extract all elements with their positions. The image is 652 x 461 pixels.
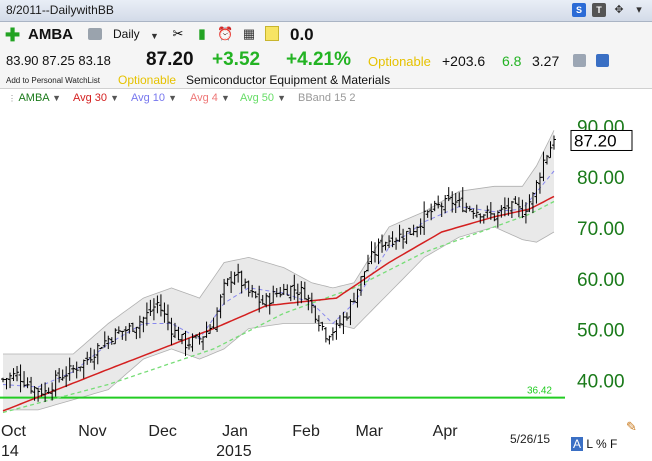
bband-upper-line: [3, 130, 555, 355]
last-price-tag: 87.20: [574, 131, 617, 150]
last-price: 87.20: [146, 49, 194, 70]
window-title-bar: 8/2011--DailywithBB S T ✥ ▾: [0, 0, 652, 22]
metric-2: 6.8: [502, 53, 522, 69]
x-year-label: 14: [1, 443, 19, 460]
x-tick-label: Feb: [292, 423, 320, 440]
legend-caret-icon: ▼: [110, 93, 120, 103]
bband-lower-line: [3, 226, 555, 411]
bottom-controls: A L % F: [571, 437, 617, 451]
legend-label: Avg 50: [240, 92, 275, 104]
y-tick-label: 70.00: [577, 219, 625, 240]
legend-avg4[interactable]: Avg 4 ▼: [190, 92, 230, 104]
symbol-field[interactable]: AMBA: [28, 26, 73, 43]
s-badge-icon[interactable]: S: [572, 3, 586, 17]
change-value: +3.52: [212, 49, 261, 70]
auto-scale-button[interactable]: A: [571, 437, 584, 451]
printer-icon[interactable]: [88, 28, 102, 40]
edit-pencil-icon[interactable]: ✎: [626, 419, 637, 434]
y-tick-label: 40.00: [577, 371, 625, 392]
legend-label: Avg 4: [190, 92, 218, 104]
legend-label: Avg 30: [73, 92, 108, 104]
legend-amba[interactable]: ⋮ AMBA ▼: [8, 92, 61, 104]
industry-label: Semiconductor Equipment & Materials: [186, 73, 391, 87]
toolbar: ✚ AMBA Daily ▼ ✂ ▮ ⏰ ▦ 0.0: [0, 22, 652, 48]
stack-icon[interactable]: [573, 54, 586, 67]
percent-scale-button[interactable]: %: [595, 437, 607, 451]
x-tick-label: Apr: [433, 423, 459, 440]
legend-avg10[interactable]: Avg 10 ▼: [131, 92, 177, 104]
last-price-box: [570, 129, 633, 151]
legend-pin-icon: ⋮: [8, 94, 16, 103]
calculator-icon[interactable]: ▦: [242, 26, 256, 41]
optionable-label: Optionable: [368, 54, 431, 69]
open-value: 83.90: [6, 53, 39, 68]
legend-label: AMBA: [18, 92, 50, 104]
bar-chart-icon[interactable]: ▮: [198, 26, 206, 41]
window-title: 8/2011--DailywithBB: [6, 3, 114, 17]
legend-avg50[interactable]: Avg 50 ▼: [240, 92, 286, 104]
support-line-label: 36.42: [527, 386, 552, 397]
metric-1: +203.6: [442, 53, 486, 69]
window-menu-icon[interactable]: ▾: [636, 4, 642, 16]
optionable-tag: Optionable: [118, 73, 177, 87]
move-icon[interactable]: ✥: [614, 4, 624, 16]
x-year-label: 2015: [216, 443, 252, 460]
alarm-clock-icon[interactable]: ⏰: [217, 26, 234, 41]
legend-caret-icon: ▼: [277, 93, 287, 103]
date-label: 5/26/15: [510, 432, 550, 446]
legend-caret-icon: ▼: [168, 93, 178, 103]
x-tick-label: Oct: [1, 423, 26, 440]
avg-50-line: [2, 200, 555, 414]
save-icon[interactable]: [596, 54, 609, 67]
ohlc-values: 83.90 87.25 83.18: [6, 53, 111, 68]
info-row: Add to Personal WatchList Optionable Sem…: [0, 72, 652, 89]
t-badge-icon[interactable]: T: [592, 3, 606, 17]
low-value: 83.18: [78, 53, 111, 68]
change-percent: +4.21%: [286, 49, 351, 70]
x-tick-label: Jan: [222, 423, 248, 440]
metric-3: 3.27: [532, 53, 560, 69]
legend-bband[interactable]: BBand 15 2: [298, 92, 356, 104]
y-tick-label: 50.00: [577, 321, 625, 342]
add-plus-icon[interactable]: ✚: [5, 25, 21, 45]
legend-label: Avg 10: [131, 92, 166, 104]
quote-row: 83.90 87.25 83.18 87.20 +3.52 +4.21% Opt…: [0, 48, 652, 72]
avg-10-line: [2, 170, 555, 388]
x-tick-label: Nov: [78, 423, 106, 440]
legend-caret-icon: ▼: [52, 93, 62, 103]
log-scale-button[interactable]: L: [586, 437, 593, 451]
title-icons: S T ✥ ▾: [572, 3, 646, 17]
avg-30-line: [2, 195, 555, 412]
x-tick-label: Mar: [355, 423, 383, 440]
y-tick-label: 80.00: [577, 168, 625, 189]
watchlist-link[interactable]: Add to Personal WatchList: [6, 76, 100, 85]
note-icon[interactable]: [265, 26, 279, 41]
high-value: 87.25: [42, 53, 75, 68]
fit-button[interactable]: F: [609, 437, 618, 451]
bband-fill: [3, 130, 554, 410]
y-tick-label: 60.00: [577, 270, 625, 291]
legend-avg30[interactable]: Avg 30 ▼: [73, 92, 119, 104]
tools-icon[interactable]: ✂: [172, 26, 184, 41]
legend-label: BBand 15 2: [298, 92, 356, 104]
toolbar-readout: 0.0: [290, 25, 314, 44]
x-tick-label: Dec: [148, 423, 176, 440]
period-dropdown-icon[interactable]: ▼: [150, 31, 159, 41]
legend-caret-icon: ▼: [221, 93, 230, 103]
period-select[interactable]: Daily: [113, 27, 140, 41]
